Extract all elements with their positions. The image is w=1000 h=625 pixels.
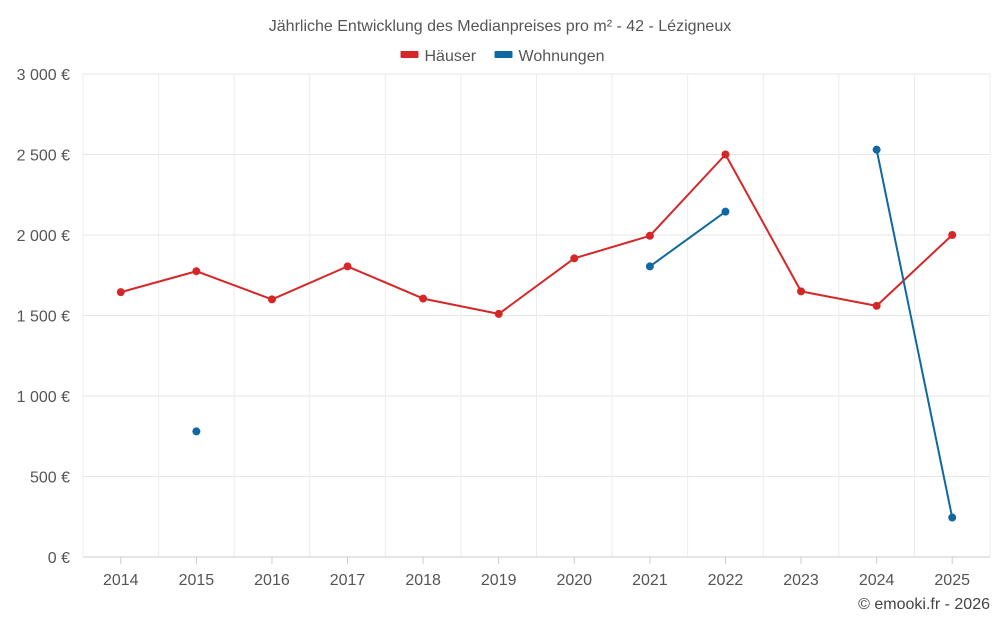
data-point[interactable] — [267, 295, 276, 304]
series-layer — [116, 145, 957, 522]
data-point[interactable] — [948, 513, 957, 522]
y-tick-label: 3 000 € — [17, 67, 70, 84]
data-point[interactable] — [948, 231, 957, 239]
data-point[interactable] — [192, 267, 201, 276]
series-line — [649, 210, 727, 268]
data-point[interactable] — [872, 301, 881, 310]
legend-label: Häuser — [425, 48, 477, 65]
series-line — [875, 149, 954, 518]
data-point[interactable] — [721, 207, 730, 216]
axes: 0 € 500 € 1 000 € 1 500 € 2 000 € 2 500 € 3 00… — [17, 67, 990, 589]
legend[interactable]: Häuser Wohnungen — [400, 48, 605, 65]
legend-label: Wohnungen — [519, 48, 605, 65]
x-tick-label: 2015 — [179, 572, 215, 589]
x-tick-label: 2018 — [405, 572, 441, 589]
series-wohnungen[interactable] — [192, 145, 957, 522]
y-tick-label: 1 000 € — [17, 389, 70, 406]
grid — [82, 73, 991, 558]
series-haeuser[interactable] — [116, 150, 957, 318]
data-point[interactable] — [645, 262, 654, 271]
data-point[interactable] — [494, 309, 503, 318]
data-point[interactable] — [419, 294, 428, 303]
data-point[interactable] — [116, 288, 125, 297]
legend-item-wohnungen[interactable]: Wohnungen — [494, 48, 605, 65]
x-tick-label: 2016 — [254, 572, 290, 589]
data-point[interactable] — [797, 287, 806, 296]
chart-title: Jährliche Entwicklung des Medianpreises … — [269, 18, 731, 35]
data-point[interactable] — [570, 254, 579, 263]
x-tick-label: 2021 — [632, 572, 668, 589]
x-tick-label: 2022 — [708, 572, 744, 589]
x-tick-label: 2019 — [481, 572, 517, 589]
data-point[interactable] — [872, 145, 881, 154]
x-tick-label: 2014 — [103, 572, 139, 589]
y-tick-label: 2 000 € — [17, 228, 70, 245]
legend-item-haeuser[interactable]: Häuser — [400, 48, 477, 65]
x-tick-label: 2025 — [934, 572, 970, 589]
y-tick-label: 0 € — [48, 550, 70, 567]
x-tick-label: 2024 — [859, 572, 895, 589]
x-tick-label: 2017 — [330, 572, 366, 589]
x-tick-label: 2020 — [556, 572, 592, 589]
y-tick-label: 1 500 € — [17, 309, 70, 326]
legend-swatch — [494, 51, 513, 58]
data-point[interactable] — [645, 231, 654, 240]
data-point[interactable] — [343, 262, 352, 271]
data-point[interactable] — [721, 150, 730, 159]
data-point[interactable] — [192, 427, 201, 436]
credit-text: © emooki.fr - 2026 — [858, 596, 990, 613]
y-tick-label: 500 € — [30, 470, 70, 487]
legend-swatch — [400, 51, 419, 58]
series-line — [120, 153, 953, 315]
x-tick-label: 2023 — [783, 572, 819, 589]
y-tick-label: 2 500 € — [17, 148, 70, 165]
